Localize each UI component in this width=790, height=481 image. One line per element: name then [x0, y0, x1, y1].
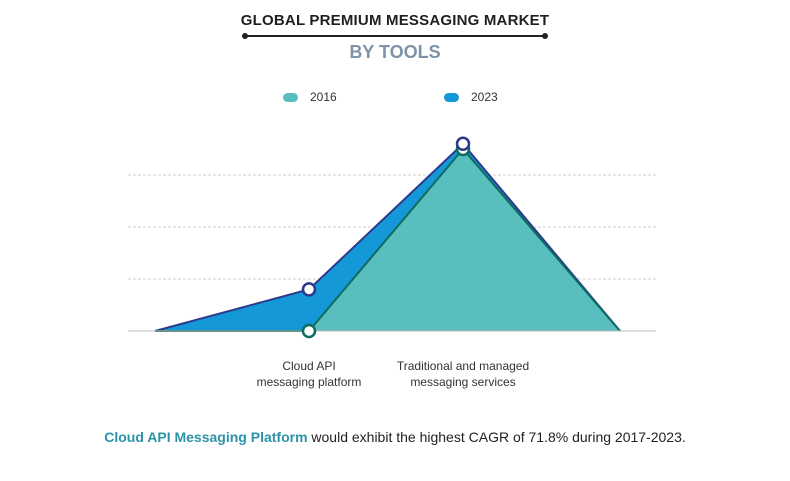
line-series-2023: [154, 142, 621, 332]
divider-dot-left: [242, 33, 248, 39]
area-series-2016: [155, 149, 620, 331]
data-point-2023-1: [301, 282, 317, 297]
footer-note: Cloud API Messaging Platform would exhib…: [0, 429, 790, 445]
legend-item-2023: 2023: [444, 90, 498, 104]
x-tick-label: Traditional and managed messaging service…: [397, 359, 529, 389]
legend-item-2016: 2016: [283, 90, 337, 104]
legend-swatch-2023: [444, 92, 459, 102]
chart-subtitle: BY TOOLS: [349, 42, 441, 62]
x-tick-label: Cloud API messaging platform: [257, 359, 362, 389]
chart-title: GLOBAL PREMIUM MESSAGING MARKET: [240, 12, 550, 29]
footer-text: would exhibit the highest CAGR of 71.8% …: [307, 429, 686, 445]
legend-label-2023: 2023: [471, 90, 498, 104]
divider-dot-right: [542, 33, 548, 39]
legend-label-2016: 2016: [310, 90, 337, 104]
data-point-2023-2: [455, 136, 471, 152]
title-divider: [242, 33, 548, 39]
legend-swatch-2016: [283, 92, 298, 102]
data-point-2016-1: [301, 323, 317, 339]
chart-legend: 2016 2023: [0, 90, 790, 106]
footer-highlight: Cloud API Messaging Platform: [104, 429, 308, 445]
